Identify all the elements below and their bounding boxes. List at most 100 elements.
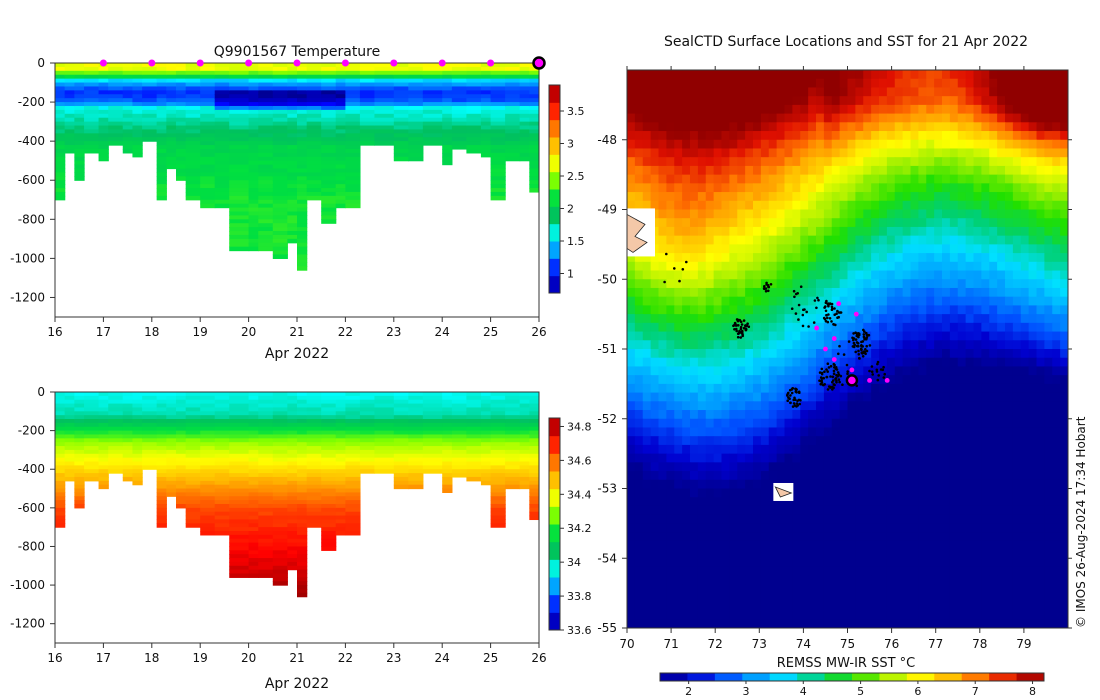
profile-cell [122,90,134,95]
profile-cell [374,395,395,401]
profile-cell [214,457,230,463]
profile-cell [408,395,424,401]
sst-cell [997,165,1006,176]
profile-cell [490,457,506,463]
sst-cell [894,78,904,89]
sst-cell [823,375,833,385]
sst-cell [674,139,683,150]
sst-cell [634,261,644,272]
profile-cell [229,507,250,513]
sst-cell [855,331,864,341]
profile-cell [297,465,308,470]
profile-cell [272,503,288,509]
profile-cell [480,121,492,127]
profile-cell [74,94,85,99]
sst-cell [879,436,888,446]
profile-cell [142,125,158,131]
profile-cell [442,453,453,459]
sst-cell [965,122,975,132]
sst-cell [886,375,896,385]
profile-cell [258,511,274,517]
profile-cell [306,94,322,99]
sst-cell [745,218,754,228]
profile-cell [132,152,143,158]
sst-cell [934,96,943,106]
profile-cell [122,74,134,80]
sst-cell [1005,383,1014,394]
sst-cell [1036,392,1045,402]
sst-cell [729,279,738,289]
sst-cell [666,131,675,141]
profile-cell [490,180,506,185]
profile-cell [297,503,308,509]
profile-cell [335,195,346,201]
profile-cell [166,70,177,76]
sst-cell [926,349,935,359]
profile-cell [176,453,187,459]
sst-cell [753,392,762,402]
sst-cell [674,410,683,420]
profile-cell [200,184,216,189]
profile-cell [166,145,177,150]
profile-cell [176,426,187,432]
sst-cell [800,279,809,289]
profile-cell [98,399,109,405]
profile-cell [297,242,308,248]
profile-cell [442,488,453,493]
profile-cell [200,492,216,497]
profile-cell [55,465,66,470]
sst-cell [942,157,951,167]
sst-cell [745,436,754,446]
profile-cell [200,82,216,88]
profile-cell [321,141,337,146]
sst-cell [666,261,675,272]
profile-cell [214,145,230,150]
sst-cell [839,209,849,219]
profile-cell [258,573,274,578]
sst-cell [666,392,675,402]
profile-cell [108,129,124,134]
profile-cell [306,457,322,463]
sst-cell [965,165,975,176]
sst-cell [634,87,644,97]
profile-cell [529,180,539,185]
sst-cell [816,270,825,280]
profile-cell [108,395,124,401]
profile-cell [297,113,308,119]
salinity-x-label: Apr 2022 [265,676,329,692]
profile-cell [505,63,521,68]
profile-cell [258,538,274,544]
profile-cell [122,399,134,405]
profile-cell [321,133,337,138]
sst-cell [634,122,644,132]
profile-cell [258,215,274,220]
profile-cell [74,449,85,455]
sst-cell [910,218,919,228]
profile-cell [214,94,230,99]
profile-cell [466,449,482,455]
profile-cell [258,188,274,193]
sst-cell [1020,253,1030,263]
sst-cell [650,131,660,141]
sst-cell [997,287,1006,298]
profile-cell [529,152,539,158]
profile-cell [248,90,259,95]
profile-cell [287,227,298,232]
sst-cell [674,375,683,385]
sst-cell [674,418,683,429]
profile-cell [248,457,259,463]
profile-cell [490,168,506,174]
profile-cell [156,515,167,521]
sst-cell [823,296,833,307]
colorbar-segment [549,506,560,525]
sst-cell [1012,174,1022,184]
profile-cell [229,523,250,528]
profile-cell [108,426,124,432]
sst-cell [886,244,896,254]
sst-cell [705,340,715,350]
profile-cell [306,148,322,154]
profile-cell [272,74,288,80]
profile-cell [297,476,308,482]
profile-cell [393,105,409,111]
profile-cell [142,446,158,451]
